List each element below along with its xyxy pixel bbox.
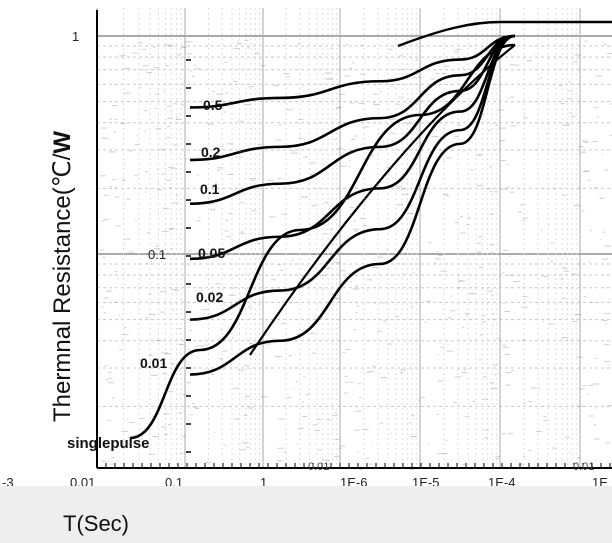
curve-0.02 <box>189 34 516 321</box>
curve-0.1 <box>189 34 516 206</box>
series-label-0.05: 0.05 <box>198 245 225 261</box>
y-axis-label-prefix: Therm <box>49 352 76 422</box>
y-axis-label: Thermnal Resistance(℃/W <box>48 131 77 422</box>
series-label-0.1: 0.1 <box>200 181 220 197</box>
curve-plateau <box>397 20 612 48</box>
x-axis-label: T(Sec) <box>63 511 129 536</box>
x-tick-label: 1 <box>260 475 267 490</box>
curve-0.5 <box>189 34 516 109</box>
axes <box>96 10 612 469</box>
y-axis-label-unit: W <box>49 130 76 154</box>
curves <box>129 20 612 440</box>
x-tick-label: -3 <box>2 475 14 490</box>
series-label-singlepulse: singlepulse <box>67 435 150 452</box>
series-label-0.2: 0.2 <box>201 144 221 160</box>
y-tick-label: 0.1 <box>148 247 166 262</box>
series-labels: 0.5 0.2 0.1 0.05 0.02 0.01 singlepulse <box>67 97 225 452</box>
series-label-0.5: 0.5 <box>203 97 223 113</box>
footer-band <box>0 486 612 543</box>
series-label-0.01: 0.01 <box>140 355 167 371</box>
series-label-0.02: 0.02 <box>196 289 223 305</box>
stray-axis-label: 0.01 <box>573 461 594 473</box>
stray-axis-label: 0.01 <box>308 461 329 473</box>
y-axis-label-suffix: nal Resistance(℃/ <box>49 153 76 353</box>
tick-labels: 10.1-3 0.01 0.1 1 1E-6 1E-5 1E-4 1E0.01 0.01 <box>2 29 608 490</box>
grid-lines <box>96 8 612 468</box>
y-tick-label: 1 <box>72 29 79 44</box>
curve-secondary-diagonal <box>249 44 516 356</box>
curve-0.05 <box>189 34 516 261</box>
